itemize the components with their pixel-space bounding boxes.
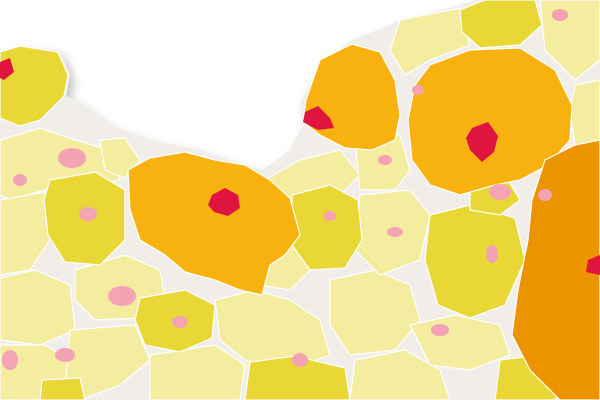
- region: [244, 355, 351, 400]
- city: [0, 58, 14, 80]
- pink-spots: [2, 9, 568, 370]
- town: [538, 189, 552, 201]
- region: [459, 0, 543, 49]
- town: [378, 155, 392, 165]
- region: [407, 47, 573, 196]
- town: [489, 184, 511, 200]
- town: [172, 316, 188, 328]
- town: [13, 174, 27, 186]
- town: [324, 211, 336, 221]
- region: [389, 7, 471, 76]
- town: [108, 286, 136, 306]
- city: [466, 122, 498, 162]
- town: [486, 245, 498, 263]
- region: [39, 377, 86, 400]
- region: [0, 191, 51, 276]
- town: [55, 348, 75, 362]
- town: [2, 350, 18, 370]
- city: [303, 106, 334, 130]
- region: [127, 151, 301, 296]
- town: [431, 324, 449, 336]
- region: [349, 349, 451, 400]
- yellow-regions: [0, 0, 561, 400]
- orange-regions: [127, 43, 600, 400]
- region: [511, 139, 600, 400]
- city: [586, 255, 600, 275]
- region: [214, 289, 331, 371]
- town: [58, 148, 86, 168]
- town: [387, 227, 403, 237]
- city: [208, 188, 240, 216]
- city-spots: [0, 58, 600, 275]
- town: [79, 207, 97, 221]
- region: [149, 344, 246, 400]
- town: [552, 9, 568, 21]
- region: [291, 184, 363, 271]
- town: [412, 85, 424, 95]
- region: [0, 45, 69, 127]
- town: [292, 353, 308, 367]
- region: [569, 79, 600, 151]
- region: [539, 0, 600, 81]
